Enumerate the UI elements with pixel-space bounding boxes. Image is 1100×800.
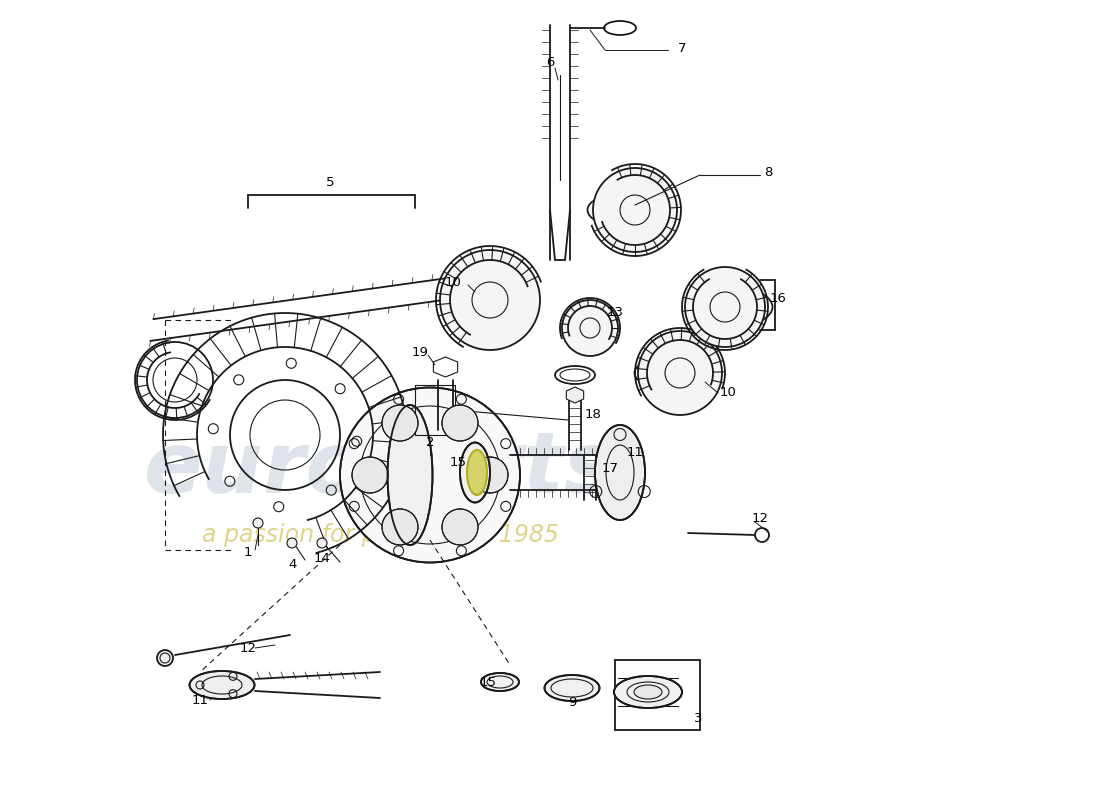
Circle shape [253,518,263,528]
Text: 17: 17 [602,462,618,474]
Text: 4: 4 [289,558,297,571]
Polygon shape [566,387,584,403]
Circle shape [685,267,764,347]
Circle shape [562,300,618,356]
Circle shape [287,538,297,548]
Circle shape [440,250,540,350]
Ellipse shape [481,673,519,691]
Text: 8: 8 [763,166,772,178]
Circle shape [317,538,327,548]
Text: 10: 10 [719,386,736,399]
Ellipse shape [634,685,662,699]
Circle shape [472,457,508,493]
Ellipse shape [614,676,682,708]
Text: 6: 6 [546,57,554,70]
Text: 9: 9 [568,697,576,710]
Circle shape [638,331,722,415]
Text: a passion for parts since 1985: a passion for parts since 1985 [201,523,559,547]
Circle shape [382,405,418,441]
Text: 7: 7 [678,42,686,54]
Circle shape [157,650,173,666]
Ellipse shape [387,405,432,545]
Circle shape [382,509,418,545]
Text: 18: 18 [584,409,602,422]
Ellipse shape [468,450,487,495]
Text: 15: 15 [450,455,466,469]
Circle shape [442,509,478,545]
Ellipse shape [544,675,600,701]
Text: 3: 3 [694,711,702,725]
Ellipse shape [595,425,645,520]
Text: 16: 16 [770,291,786,305]
Text: 1: 1 [244,546,252,559]
Text: 10: 10 [444,275,461,289]
Text: 2: 2 [426,437,434,450]
Ellipse shape [460,442,490,502]
Ellipse shape [340,387,520,562]
Text: 19: 19 [411,346,428,358]
Text: 14: 14 [314,551,330,565]
Text: 12: 12 [751,511,769,525]
Text: 12: 12 [240,642,256,654]
Text: 15: 15 [480,675,496,689]
Circle shape [593,168,676,252]
Text: 13: 13 [606,306,624,319]
Ellipse shape [189,671,254,699]
Circle shape [352,457,388,493]
Text: 5: 5 [326,177,334,190]
Circle shape [442,405,478,441]
Text: 11: 11 [627,446,644,459]
Text: euroParts: euroParts [144,429,616,511]
Text: 11: 11 [191,694,209,706]
